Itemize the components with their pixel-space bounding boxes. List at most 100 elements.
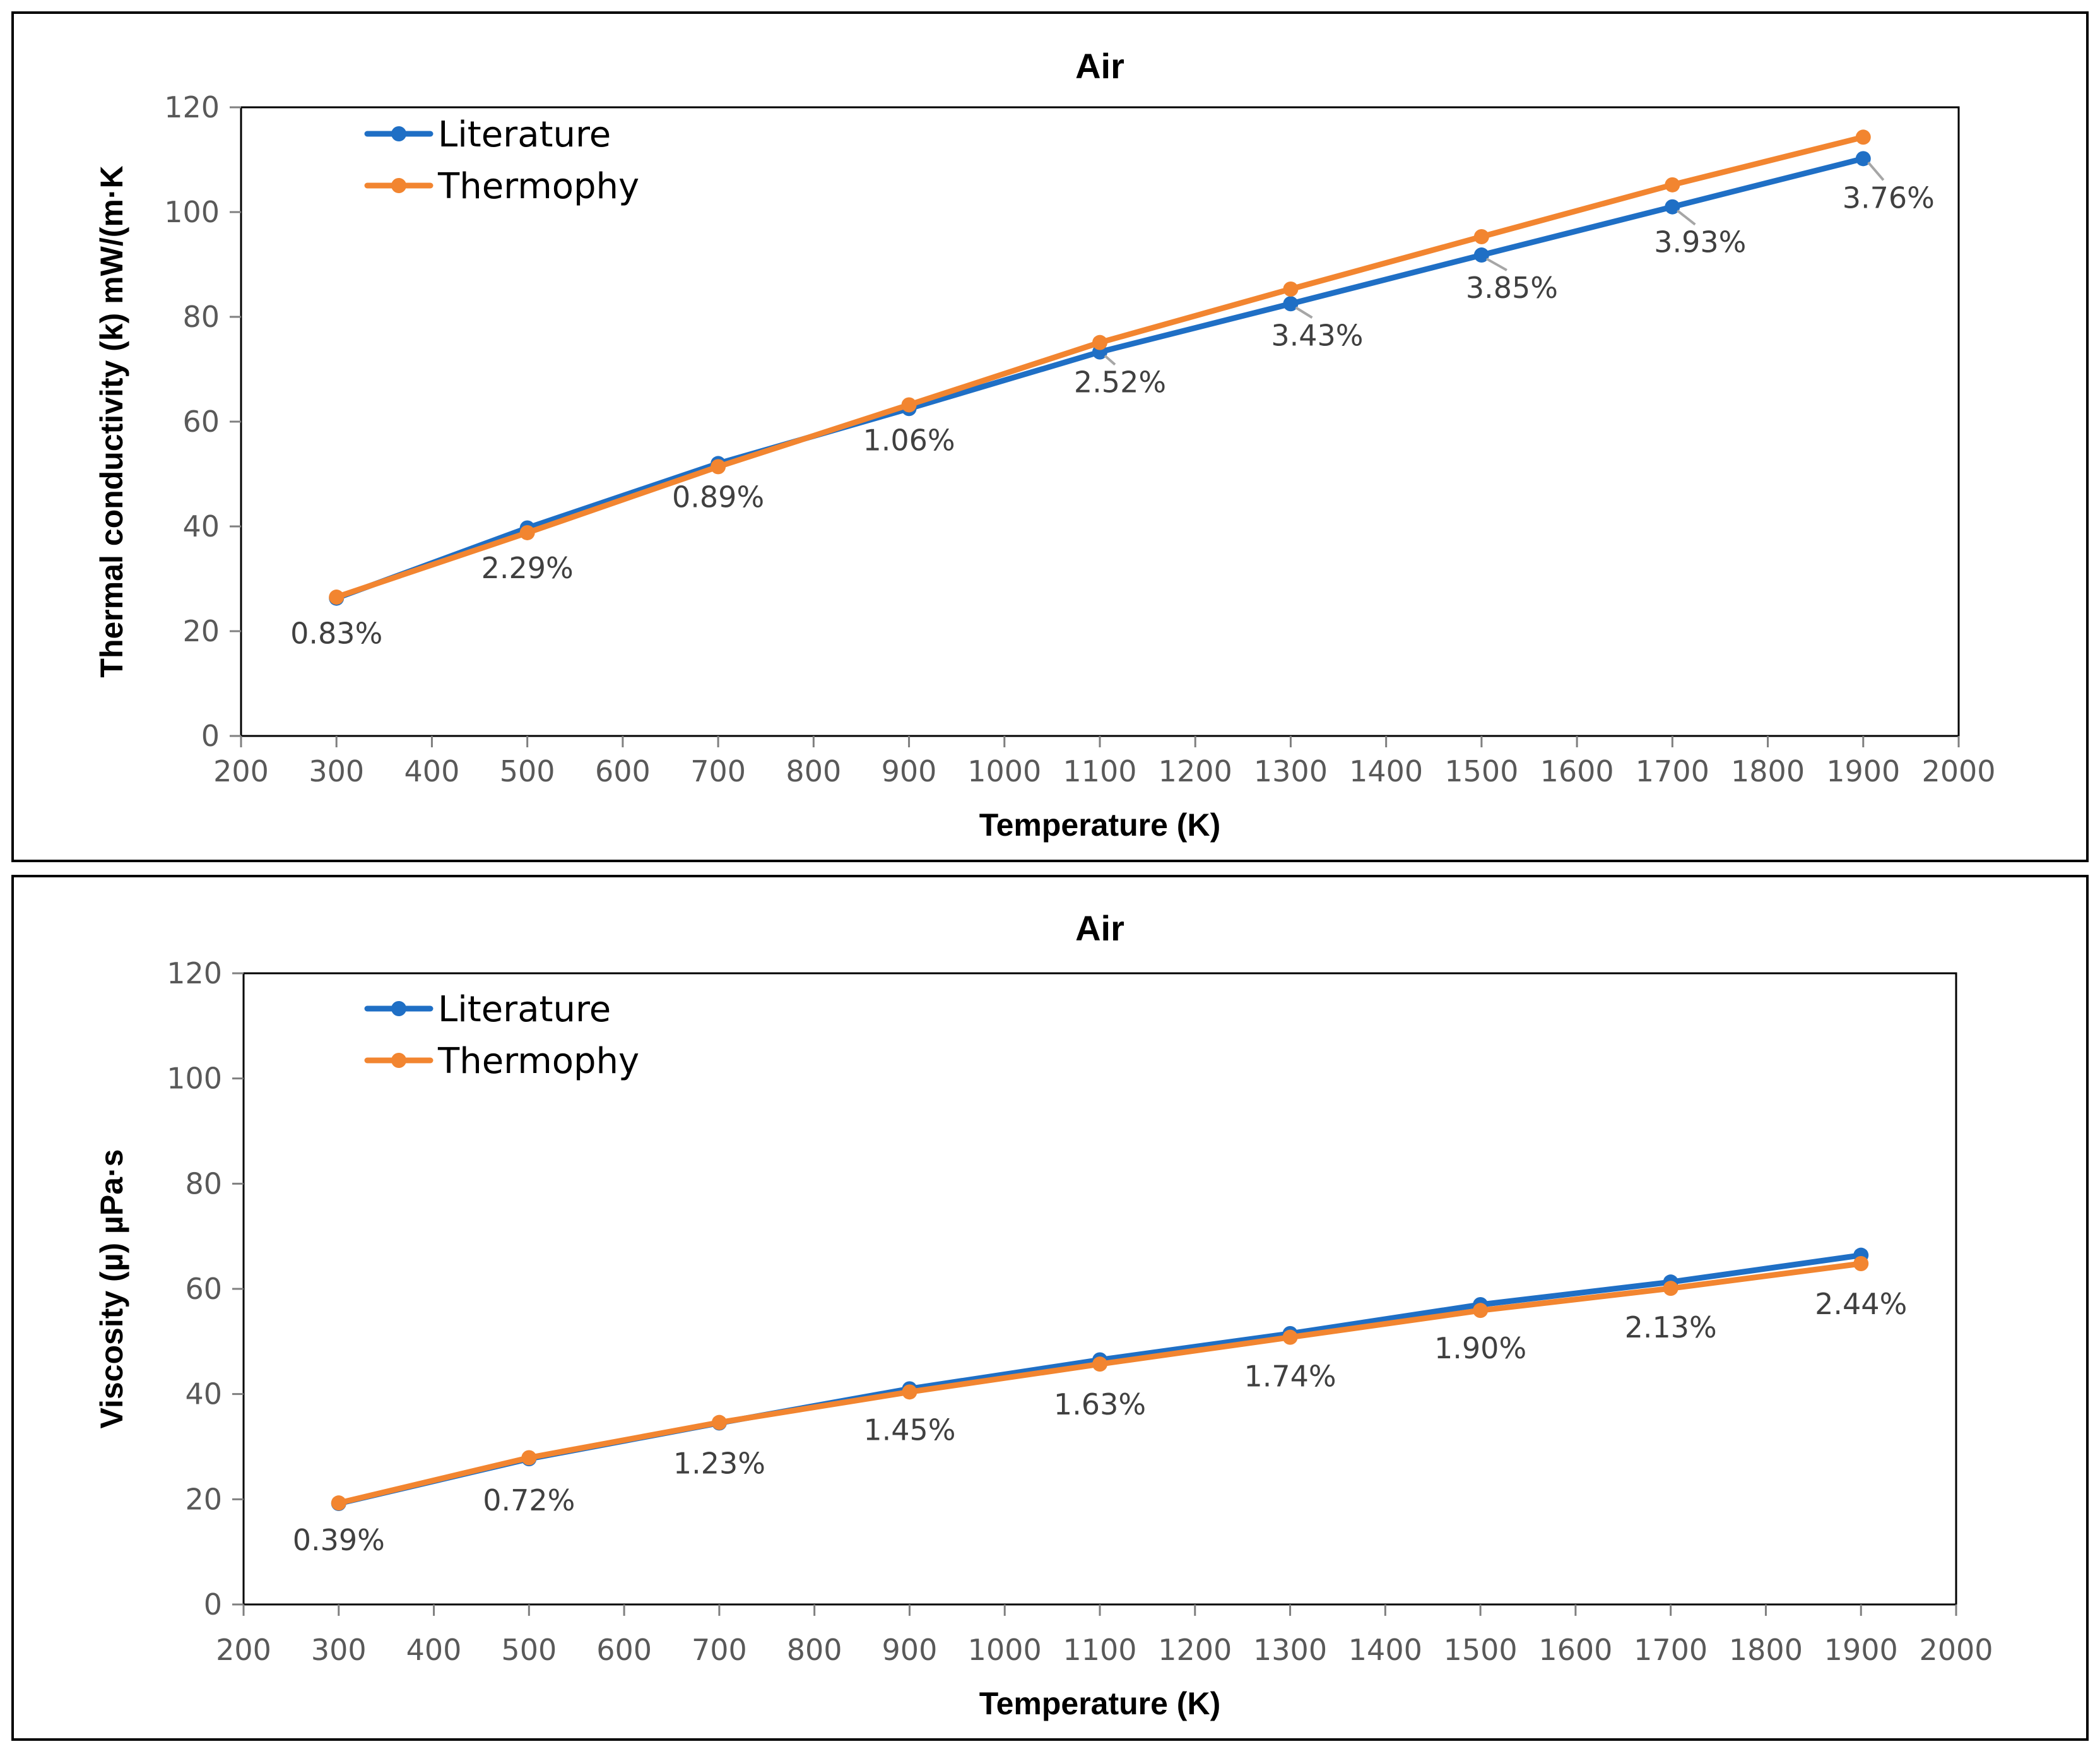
x-tick-label: 1400	[1348, 1633, 1422, 1667]
y-tick-label: 40	[182, 509, 220, 543]
data-label: 2.44%	[1815, 1287, 1907, 1321]
x-tick-label: 200	[213, 754, 269, 788]
viscosity-chart-panel: Air 0 20 40 60 80 100 120 200 300 400 500 600 700 800 9…	[11, 875, 2089, 1741]
thermal-conductivity-chart-panel: Air 0 20 40 60 80 100 120 200 300 400 500 600 700 800 9…	[11, 11, 2089, 862]
x-tick-label: 300	[309, 754, 364, 788]
data-point-literature	[1283, 296, 1299, 312]
x-tick-label: 1400	[1349, 754, 1423, 788]
data-point-thermophy	[521, 1450, 537, 1466]
y-tick-label: 120	[167, 956, 222, 990]
data-label-leader	[1295, 306, 1313, 319]
x-axis-title: Temperature (K)	[979, 807, 1220, 843]
y-tick-label: 60	[185, 1272, 222, 1306]
data-label: 3.76%	[1843, 181, 1935, 215]
data-label: 3.85%	[1466, 271, 1558, 305]
x-tick-label: 500	[501, 1633, 557, 1667]
legend-marker-literature	[391, 1001, 406, 1016]
x-tick-label: 1300	[1254, 754, 1328, 788]
y-tick-label: 0	[204, 1587, 222, 1622]
data-label: 0.83%	[290, 617, 382, 651]
data-label: 1.06%	[863, 423, 955, 457]
x-tick-label: 1600	[1538, 1633, 1612, 1667]
y-tick-label: 20	[182, 614, 220, 648]
legend-label-thermophy: Thermophy	[437, 1041, 639, 1082]
legend-marker-literature	[391, 126, 406, 141]
data-point-thermophy	[1853, 1256, 1869, 1271]
x-tick-label: 1500	[1444, 1633, 1518, 1667]
legend-marker-thermophy	[391, 1053, 406, 1068]
data-label: 2.29%	[481, 551, 574, 585]
data-point-thermophy	[331, 1495, 346, 1511]
data-label: 0.39%	[293, 1523, 385, 1557]
data-point-thermophy	[711, 459, 726, 475]
x-tick-label: 1700	[1636, 754, 1709, 788]
y-tick-label: 100	[164, 195, 220, 229]
data-point-thermophy	[1282, 1329, 1298, 1345]
x-tick-label: 900	[882, 754, 937, 788]
x-tick-label: 1900	[1824, 1633, 1898, 1667]
data-point-literature	[1473, 247, 1489, 263]
data-point-literature	[1855, 151, 1871, 167]
data-point-thermophy	[901, 397, 917, 413]
x-tick-label: 2000	[1919, 1633, 1993, 1667]
x-tick-label: 1900	[1826, 754, 1900, 788]
y-tick-label: 80	[185, 1166, 222, 1201]
x-tick-label: 1600	[1540, 754, 1614, 788]
x-tick-label: 800	[787, 1633, 842, 1667]
data-label-leader	[1485, 258, 1507, 271]
y-tick-label: 100	[167, 1062, 222, 1096]
y-tick-label: 80	[182, 300, 220, 334]
y-axis-title: Viscosity (µ) µPa·s	[94, 1149, 129, 1429]
x-tick-label: 400	[404, 754, 460, 788]
x-tick-label: 1300	[1253, 1633, 1327, 1667]
data-point-thermophy	[1092, 335, 1107, 350]
x-tick-label: 200	[216, 1633, 271, 1667]
data-point-thermophy	[1092, 1356, 1107, 1372]
chart-title: Air	[1075, 46, 1124, 86]
x-tick-label: 700	[692, 1633, 747, 1667]
x-tick-label: 1000	[968, 1633, 1042, 1667]
data-label-leader	[1867, 162, 1885, 181]
series-line-thermophy	[336, 1260, 1864, 1506]
x-tick-label: 600	[595, 754, 651, 788]
data-label: 2.52%	[1074, 365, 1166, 400]
x-tick-label: 700	[690, 754, 746, 788]
x-tick-label: 2000	[1921, 754, 1995, 788]
x-tick-label: 1800	[1731, 754, 1805, 788]
x-tick-label: 1100	[1063, 1633, 1136, 1667]
x-tick-label: 1500	[1444, 754, 1518, 788]
y-axis-title: Thermal conductivity (k) mW/(m·K	[94, 165, 129, 677]
chart-title: Air	[1075, 908, 1124, 948]
y-tick-label: 40	[185, 1377, 222, 1411]
data-label: 1.45%	[863, 1413, 955, 1447]
data-label: 1.74%	[1244, 1360, 1336, 1394]
data-label: 1.63%	[1054, 1387, 1146, 1421]
data-label: 1.90%	[1434, 1331, 1526, 1365]
data-label: 3.93%	[1654, 225, 1746, 259]
y-tick-label: 20	[185, 1482, 222, 1516]
data-point-thermophy	[1473, 229, 1489, 245]
data-point-thermophy	[902, 1384, 917, 1400]
y-tick-label: 0	[201, 719, 220, 753]
x-tick-label: 500	[500, 754, 555, 788]
x-tick-label: 600	[596, 1633, 652, 1667]
data-point-thermophy	[519, 525, 535, 540]
thermal-conductivity-chart: Air 0 20 40 60 80 100 120 200 300 400 500 600 700 800 9…	[94, 46, 1996, 843]
data-label: 0.89%	[672, 480, 764, 514]
data-label-leader	[1104, 355, 1116, 366]
data-point-thermophy	[1855, 129, 1871, 145]
legend-label-literature: Literature	[438, 989, 611, 1030]
x-tick-label: 400	[406, 1633, 462, 1667]
x-tick-label: 1700	[1634, 1633, 1708, 1667]
legend-label-literature: Literature	[438, 114, 611, 155]
data-point-thermophy	[1665, 177, 1680, 193]
legend-marker-thermophy	[391, 178, 406, 193]
x-tick-label: 1200	[1158, 1633, 1232, 1667]
x-tick-label: 900	[882, 1633, 938, 1667]
data-label: 2.13%	[1625, 1310, 1717, 1344]
legend-label-thermophy: Thermophy	[437, 166, 639, 207]
data-point-thermophy	[711, 1414, 727, 1430]
data-point-thermophy	[1663, 1281, 1678, 1296]
x-axis-title: Temperature (K)	[979, 1686, 1220, 1721]
x-tick-label: 800	[786, 754, 841, 788]
